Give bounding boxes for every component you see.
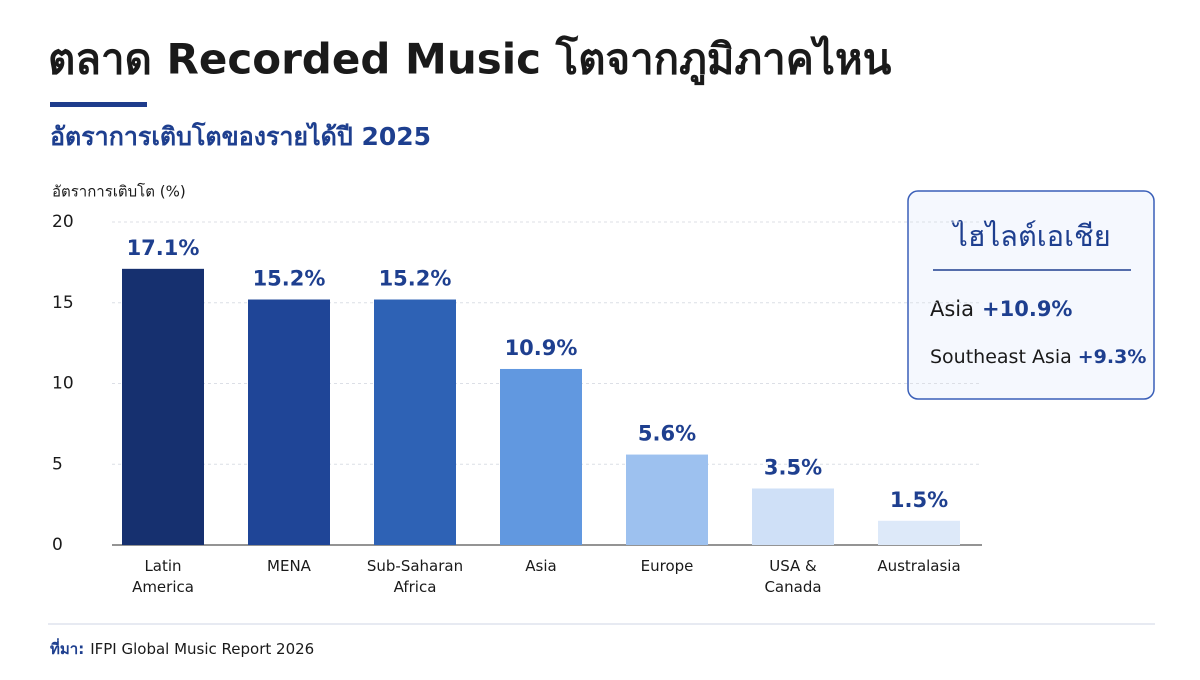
- value-label: 1.5%: [890, 488, 948, 512]
- source-text: IFPI Global Music Report 2026: [90, 640, 314, 658]
- x-tick-label: Europe: [641, 557, 694, 575]
- highlight-value: +10.9%: [982, 297, 1072, 321]
- bar: [248, 299, 330, 545]
- highlight-title: ไฮไลต์เอเชีย: [951, 219, 1110, 253]
- highlight-label: Asia: [930, 297, 974, 321]
- y-tick-label: 15: [52, 293, 74, 313]
- chart-title: ตลาด Recorded Music โตจากภูมิภาคไหน: [48, 35, 892, 86]
- y-tick-label: 0: [52, 535, 63, 555]
- highlight-box: [907, 190, 1155, 400]
- x-tick-line: Asia: [525, 557, 556, 575]
- value-label: 15.2%: [379, 267, 452, 291]
- x-tick-line: Latin: [144, 557, 181, 575]
- highlight-value: +9.3%: [1078, 346, 1147, 368]
- title-underline: [50, 102, 147, 107]
- x-tick-label: USA & Canada: [764, 557, 821, 596]
- bar: [122, 268, 204, 545]
- value-label: 10.9%: [505, 336, 578, 360]
- source-label: ที่มา:: [50, 638, 84, 658]
- bar: [626, 454, 708, 545]
- y-tick-label: 20: [52, 212, 74, 232]
- x-tick-line: Europe: [641, 557, 694, 575]
- value-label: 3.5%: [764, 455, 822, 479]
- y-axis-label: อัตราการเติบโต (%): [52, 183, 186, 201]
- x-tick-label: Australasia: [877, 557, 960, 575]
- source: ที่มา: IFPI Global Music Report 2026: [50, 638, 314, 658]
- value-label: 15.2%: [253, 267, 326, 291]
- y-tick-label: 5: [52, 454, 63, 474]
- x-tick-line: America: [132, 578, 194, 596]
- x-tick-line: Sub-Saharan: [367, 557, 463, 575]
- x-tick-label: Asia: [525, 557, 556, 575]
- y-tick-label: 10: [52, 374, 74, 394]
- value-label: 5.6%: [638, 422, 696, 446]
- highlight-item: Asia +10.9%: [930, 297, 1072, 321]
- highlight-item: Southeast Asia +9.3%: [930, 346, 1146, 368]
- x-tick-label: Latin America: [132, 557, 194, 596]
- x-tick-line: Canada: [764, 578, 821, 596]
- x-tick-label: MENA: [267, 557, 312, 575]
- x-tick-line: Africa: [394, 578, 437, 596]
- highlight-label: Southeast Asia: [930, 346, 1072, 368]
- x-tick-label: Sub-Saharan Africa: [367, 557, 463, 596]
- bar: [878, 520, 960, 545]
- x-tick-line: Australasia: [877, 557, 960, 575]
- x-tick-line: USA &: [769, 557, 817, 575]
- bar: [374, 299, 456, 545]
- x-tick-line: MENA: [267, 557, 312, 575]
- bar: [752, 488, 834, 545]
- chart-subtitle: อัตราการเติบโตของรายได้ปี 2025: [50, 121, 431, 151]
- bar: [500, 368, 582, 545]
- value-label: 17.1%: [127, 236, 200, 260]
